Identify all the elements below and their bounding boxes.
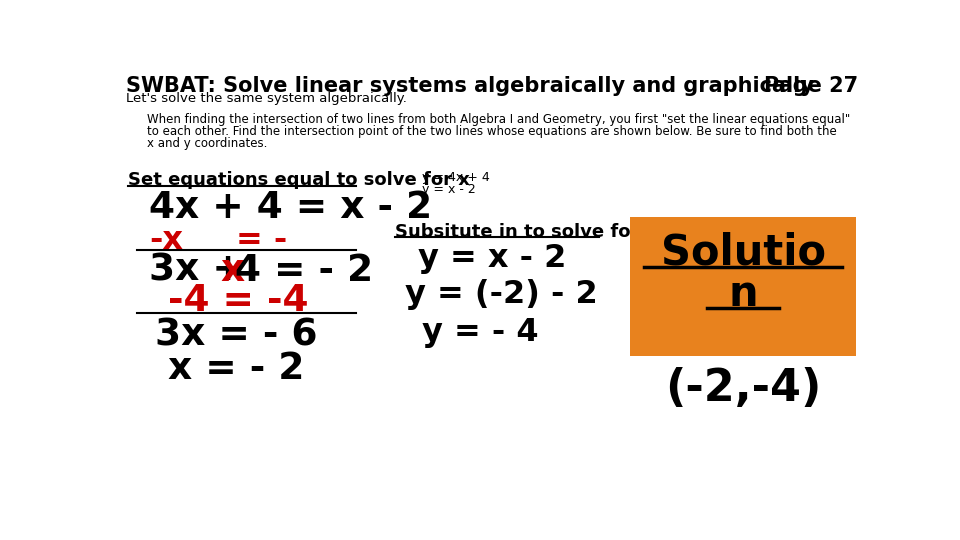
Text: -4 = -4: -4 = -4 bbox=[168, 284, 308, 320]
FancyBboxPatch shape bbox=[630, 217, 856, 356]
Text: x and y coordinates.: x and y coordinates. bbox=[147, 137, 268, 150]
Text: y = x - 2: y = x - 2 bbox=[422, 183, 476, 195]
Text: (-2,-4): (-2,-4) bbox=[665, 367, 822, 410]
Text: SWBAT: Solve linear systems algebraically and graphically: SWBAT: Solve linear systems algebraicall… bbox=[126, 76, 814, 96]
Text: to each other. Find the intersection point of the two lines whose equations are : to each other. Find the intersection poi… bbox=[147, 125, 837, 138]
Text: 3x +: 3x + bbox=[150, 253, 245, 289]
Text: y = x - 2: y = x - 2 bbox=[419, 244, 566, 274]
Text: y = - 4: y = - 4 bbox=[422, 318, 539, 348]
Text: x = - 2: x = - 2 bbox=[168, 351, 304, 387]
Text: Let's solve the same system algebraically.: Let's solve the same system algebraicall… bbox=[126, 92, 407, 105]
Text: 4 = - 2: 4 = - 2 bbox=[234, 253, 372, 289]
Text: x: x bbox=[221, 253, 245, 289]
Text: -x: -x bbox=[150, 225, 183, 256]
Text: Page 27: Page 27 bbox=[763, 76, 858, 96]
Text: 3x = - 6: 3x = - 6 bbox=[155, 318, 318, 353]
Text: y = 4x + 4: y = 4x + 4 bbox=[422, 171, 490, 184]
Text: = -: = - bbox=[236, 225, 287, 256]
Text: n: n bbox=[729, 273, 757, 315]
Text: Subsitute in to solve for y: Subsitute in to solve for y bbox=[396, 222, 658, 241]
Text: 4x + 4 = x - 2: 4x + 4 = x - 2 bbox=[150, 190, 433, 226]
Text: Solutio: Solutio bbox=[660, 231, 826, 273]
Text: Set equations equal to solve for x: Set equations equal to solve for x bbox=[128, 171, 469, 189]
Text: y = (-2) - 2: y = (-2) - 2 bbox=[405, 279, 598, 310]
Text: When finding the intersection of two lines from both Algebra I and Geometry, you: When finding the intersection of two lin… bbox=[147, 112, 851, 125]
